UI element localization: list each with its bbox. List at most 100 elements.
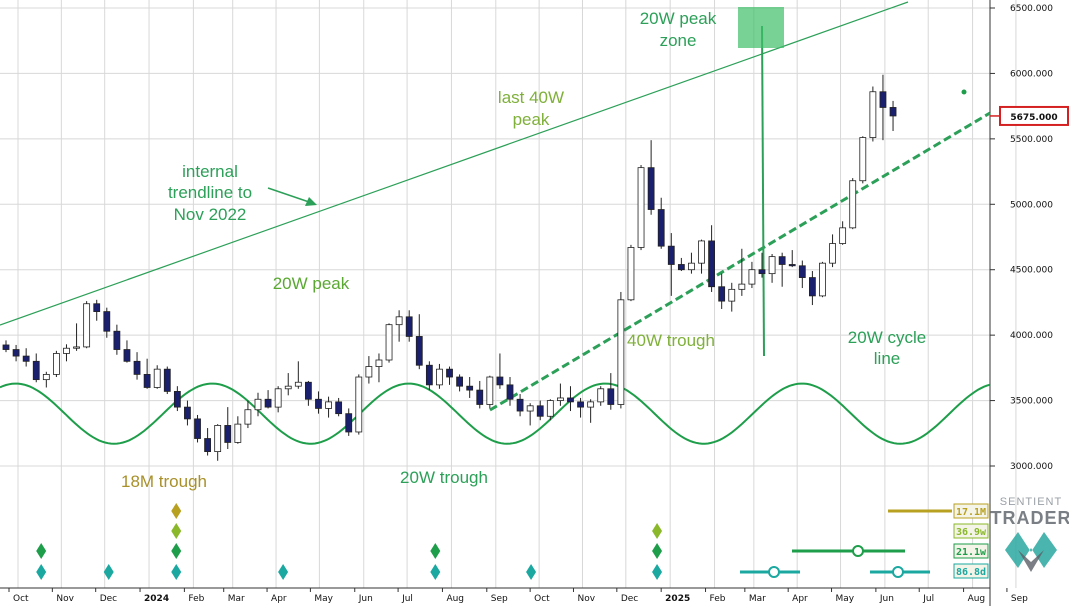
candle-57 bbox=[577, 397, 584, 418]
x-tick-label-8: Jun bbox=[358, 594, 373, 604]
cycle-tag-label-3: 86.8d bbox=[956, 567, 986, 578]
x-tick-label-1: Nov bbox=[56, 594, 74, 604]
annotation-text-1: trendline to bbox=[168, 183, 252, 202]
y-tick-label-4: 5000.000 bbox=[1010, 200, 1053, 210]
candle-21 bbox=[214, 424, 222, 461]
x-tick-label-23: Sep bbox=[1011, 594, 1028, 604]
candle-50 bbox=[506, 377, 514, 406]
candle-body bbox=[567, 397, 574, 403]
candle-47 bbox=[476, 380, 484, 409]
candle-body bbox=[425, 364, 433, 386]
candle-29 bbox=[294, 361, 302, 389]
candle-53 bbox=[536, 400, 544, 421]
cycle-diamond-icon-6 bbox=[171, 503, 182, 519]
candle-body bbox=[839, 227, 847, 244]
candle-body bbox=[456, 376, 464, 387]
candle-67 bbox=[677, 257, 685, 272]
candle-body bbox=[657, 209, 665, 247]
candle-body bbox=[365, 366, 373, 378]
candle-body bbox=[728, 288, 736, 302]
candle-11 bbox=[113, 324, 121, 355]
candle-68 bbox=[688, 252, 695, 274]
candle-81 bbox=[819, 261, 826, 298]
cycle-diamond-icon-0 bbox=[36, 564, 47, 580]
candle-41 bbox=[415, 314, 423, 370]
candle-body bbox=[133, 360, 141, 375]
candle-body bbox=[577, 401, 584, 408]
candle-26 bbox=[264, 390, 272, 409]
cycle-diamond-icon-1 bbox=[36, 543, 47, 559]
x-tick-label-12: Oct bbox=[534, 594, 550, 604]
candle-27 bbox=[274, 386, 282, 413]
candle-body bbox=[53, 353, 60, 375]
candle-body bbox=[647, 167, 655, 210]
x-tick-label-2: Dec bbox=[100, 594, 117, 604]
candle-65 bbox=[657, 197, 665, 249]
brand-mark-icon bbox=[1005, 532, 1057, 568]
cycle-tag-label-1: 36.9w bbox=[956, 527, 987, 538]
candle-body bbox=[2, 344, 10, 350]
candle-51 bbox=[516, 394, 524, 417]
annotation-text-3: 20W peak bbox=[273, 274, 350, 293]
current-price-label: 5675.000 bbox=[1010, 113, 1057, 123]
candle-body bbox=[103, 311, 111, 332]
candle-4 bbox=[42, 371, 50, 388]
candle-2 bbox=[22, 348, 30, 367]
candle-body bbox=[153, 368, 161, 388]
candle-23 bbox=[234, 416, 242, 444]
candle-body bbox=[385, 324, 393, 361]
candle-18 bbox=[184, 400, 191, 426]
candle-64 bbox=[647, 140, 655, 215]
candle-body bbox=[476, 389, 484, 405]
candle-body bbox=[879, 91, 887, 108]
x-tick-label-13: Nov bbox=[577, 594, 595, 604]
candle-42 bbox=[425, 361, 433, 391]
candle-body bbox=[819, 262, 826, 297]
cycle-diamond-icon-9 bbox=[430, 543, 441, 559]
candle-59 bbox=[597, 386, 605, 406]
candle-70 bbox=[708, 225, 715, 292]
candle-83 bbox=[839, 221, 847, 245]
candle-72 bbox=[728, 282, 736, 312]
x-tick-label-20: Jun bbox=[879, 594, 894, 604]
candle-body bbox=[436, 368, 443, 386]
candle-8 bbox=[83, 301, 91, 349]
candle-body bbox=[143, 373, 151, 388]
brand-logo: SENTIENT TRADER bbox=[991, 496, 1069, 572]
cycle-line bbox=[0, 382, 991, 445]
candle-37 bbox=[375, 353, 383, 383]
projection-point-icon-0 bbox=[852, 545, 864, 557]
cycle-diamond-icon-8 bbox=[430, 564, 441, 580]
candle-87 bbox=[879, 74, 887, 141]
candle-body bbox=[849, 180, 857, 229]
candle-body bbox=[597, 388, 605, 403]
annotations: internal trendline to Nov 2022 20W peak 18M … bbox=[121, 9, 926, 491]
cycle-tag-box-2 bbox=[953, 543, 989, 559]
candle-body bbox=[63, 347, 70, 354]
candle-body bbox=[22, 355, 30, 362]
candle-1 bbox=[12, 344, 20, 362]
candle-body bbox=[405, 316, 413, 337]
y-tick-label-6: 6000.000 bbox=[1010, 69, 1053, 79]
x-tick-label-16: Feb bbox=[710, 594, 726, 604]
candle-body bbox=[73, 346, 80, 349]
candle-77 bbox=[778, 252, 786, 287]
cycle-tag-label-0: 17.1M bbox=[956, 507, 986, 518]
candle-body bbox=[798, 265, 806, 278]
candle-28 bbox=[284, 373, 292, 396]
candle-body bbox=[12, 349, 20, 357]
candle-body bbox=[536, 405, 544, 417]
candle-body bbox=[113, 330, 121, 350]
candle-15 bbox=[153, 365, 161, 389]
cycle-diamond-icon-2 bbox=[103, 564, 114, 580]
candle-body bbox=[809, 277, 816, 297]
candle-body bbox=[173, 391, 181, 408]
x-tick-label-0: Oct bbox=[13, 594, 29, 604]
y-tick-label-7: 6500.000 bbox=[1010, 4, 1053, 14]
candle-19 bbox=[194, 414, 201, 443]
candle-55 bbox=[557, 383, 564, 406]
candle-58 bbox=[587, 399, 595, 423]
candle-3 bbox=[32, 353, 40, 383]
candle-body bbox=[627, 247, 635, 301]
